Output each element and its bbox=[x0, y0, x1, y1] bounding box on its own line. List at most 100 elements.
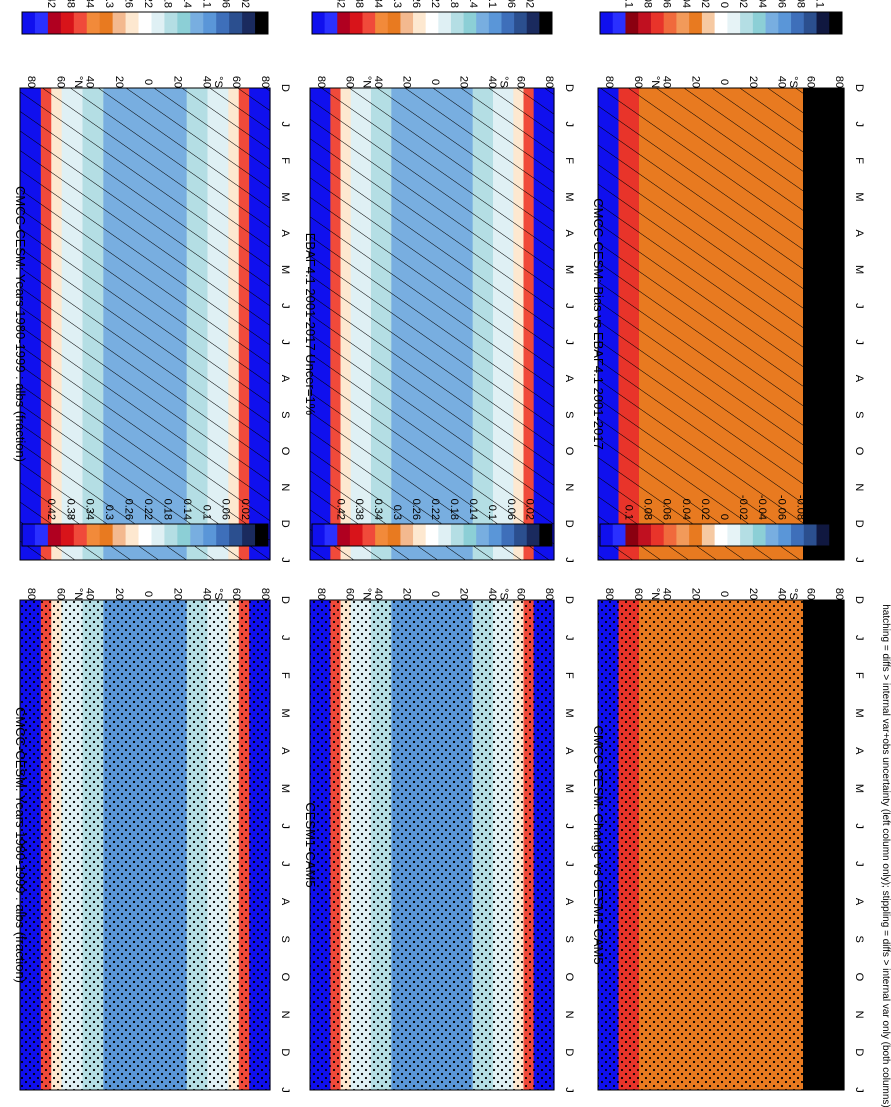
colorbar-label: 0.3 bbox=[391, 0, 403, 8]
y-tick-label: 60 bbox=[54, 588, 66, 600]
hemi-label-north: °N bbox=[72, 76, 84, 88]
x-tick-label: J bbox=[279, 823, 291, 829]
x-tick-label: F bbox=[853, 157, 865, 164]
x-tick-label: N bbox=[563, 483, 575, 491]
x-tick-label: O bbox=[563, 973, 575, 982]
x-tick-label: J bbox=[279, 339, 291, 345]
colorbar-label: -0.02 bbox=[737, 495, 749, 520]
colorbar-frame bbox=[599, 523, 843, 547]
x-tick-label: O bbox=[279, 447, 291, 456]
colorbar-swatch bbox=[539, 12, 553, 34]
colorbar-swatch bbox=[476, 524, 490, 546]
colorbar-swatch bbox=[803, 524, 817, 546]
x-tick-label: D bbox=[279, 1048, 291, 1056]
colorbar-swatch bbox=[190, 524, 204, 546]
panel-title: CESM1-CAM5 bbox=[303, 802, 318, 887]
colorbar-label: 0.3 bbox=[103, 505, 115, 520]
y-tick-label: 60 bbox=[230, 588, 242, 600]
colorbar-label: 0.18 bbox=[448, 499, 460, 520]
x-tick-label: J bbox=[563, 823, 575, 829]
y-tick-label: 0 bbox=[718, 79, 730, 85]
colorbar-label: 0.02 bbox=[524, 499, 536, 520]
x-tick-label: D bbox=[563, 84, 575, 92]
hatch-overlay bbox=[598, 88, 844, 560]
colorbar-label: -0.08 bbox=[794, 495, 806, 520]
colorbar-frame bbox=[21, 11, 269, 35]
colorbar-swatch bbox=[34, 12, 49, 34]
x-tick-label: D bbox=[563, 1048, 575, 1056]
colorbar-swatch bbox=[612, 12, 626, 34]
y-tick-label: 80 bbox=[543, 588, 555, 600]
y-tick-label: 80 bbox=[543, 76, 555, 88]
x-tick-label: S bbox=[853, 411, 865, 418]
x-tick-label: F bbox=[279, 157, 291, 164]
panel-title: EBAF4.1 2001-2017 Uncer=1% bbox=[303, 233, 318, 416]
hemi-label-north: °N bbox=[361, 588, 373, 600]
colorbar-swatch bbox=[714, 12, 728, 34]
colorbar-label: 0.34 bbox=[84, 499, 96, 520]
colorbar-swatch bbox=[324, 12, 338, 34]
colorbar-swatch bbox=[73, 12, 88, 34]
y-tick-label: 20 bbox=[113, 76, 125, 88]
x-tick-label: D bbox=[279, 520, 291, 528]
colorbar-swatch bbox=[829, 524, 843, 546]
colorbar-frame bbox=[21, 523, 269, 547]
x-tick-label: A bbox=[563, 375, 575, 383]
colorbar-label: 0.42 bbox=[334, 499, 346, 520]
colorbar-label: 0.14 bbox=[181, 499, 193, 520]
x-tick-label: D bbox=[563, 520, 575, 528]
x-tick-label: F bbox=[563, 672, 575, 679]
x-tick-label: J bbox=[853, 1087, 865, 1093]
colorbar-label: 0.22 bbox=[429, 0, 441, 8]
y-tick-label: 60 bbox=[632, 76, 644, 88]
colorbar-label: 0.06 bbox=[505, 499, 517, 520]
hemi-label-north: °N bbox=[649, 588, 661, 600]
colorbar-label: 0.06 bbox=[220, 0, 232, 8]
y-tick-label: 80 bbox=[259, 588, 271, 600]
colorbar-swatch bbox=[463, 12, 477, 34]
colorbar-swatch bbox=[112, 12, 126, 34]
x-tick-label: A bbox=[279, 375, 291, 383]
y-tick-label: 80 bbox=[833, 76, 845, 88]
x-tick-label: J bbox=[279, 303, 291, 309]
colorbar-swatch bbox=[177, 12, 191, 34]
y-tick-label: 80 bbox=[603, 76, 615, 88]
colorbar-swatch bbox=[312, 524, 326, 546]
x-tick-label: J bbox=[853, 339, 865, 345]
colorbar-swatch bbox=[791, 12, 805, 34]
colorbar-label: 0.1 bbox=[200, 505, 212, 520]
colorbar-swatch bbox=[177, 524, 191, 546]
colorbar-swatch bbox=[689, 524, 703, 546]
panel-frame bbox=[597, 599, 845, 1091]
x-tick-label: S bbox=[279, 411, 291, 418]
colorbar-label: -0.04 bbox=[756, 495, 768, 520]
colorbar-swatch bbox=[400, 12, 414, 34]
y-tick-label: 40 bbox=[201, 76, 213, 88]
y-tick-label: 40 bbox=[201, 588, 213, 600]
colorbar-swatch bbox=[387, 524, 401, 546]
hemi-label-north: °N bbox=[649, 76, 661, 88]
x-tick-label: O bbox=[279, 973, 291, 982]
y-tick-label: 60 bbox=[804, 76, 816, 88]
colorbar-swatch bbox=[34, 524, 49, 546]
colorbar-swatch bbox=[47, 12, 62, 34]
figure-note: hatching = diffs > internal var+obs unce… bbox=[880, 604, 891, 1107]
colorbar-label: 0.14 bbox=[467, 0, 479, 8]
x-tick-label: N bbox=[279, 1011, 291, 1019]
colorbar-swatch bbox=[164, 12, 178, 34]
colorbar-swatch bbox=[99, 524, 114, 546]
colorbar-label: 0.42 bbox=[45, 499, 57, 520]
x-tick-label: M bbox=[563, 192, 575, 201]
colorbar-label: 0.06 bbox=[661, 499, 673, 520]
x-tick-label: J bbox=[853, 557, 865, 563]
colorbar-label: 0.1 bbox=[486, 505, 498, 520]
y-tick-label: 40 bbox=[486, 588, 498, 600]
x-tick-label: J bbox=[563, 635, 575, 641]
panel-5: CMCC-CESM: Bias vs EBAF4.1 2001-2017 D J F M… bbox=[591, 0, 865, 563]
panel-frame bbox=[19, 87, 271, 561]
colorbar-swatch bbox=[463, 524, 477, 546]
y-tick-label: 20 bbox=[689, 588, 701, 600]
colorbar-label: 0.1 bbox=[200, 0, 212, 8]
colorbar-swatch bbox=[450, 524, 464, 546]
colorbar-label: 0.34 bbox=[372, 499, 384, 520]
